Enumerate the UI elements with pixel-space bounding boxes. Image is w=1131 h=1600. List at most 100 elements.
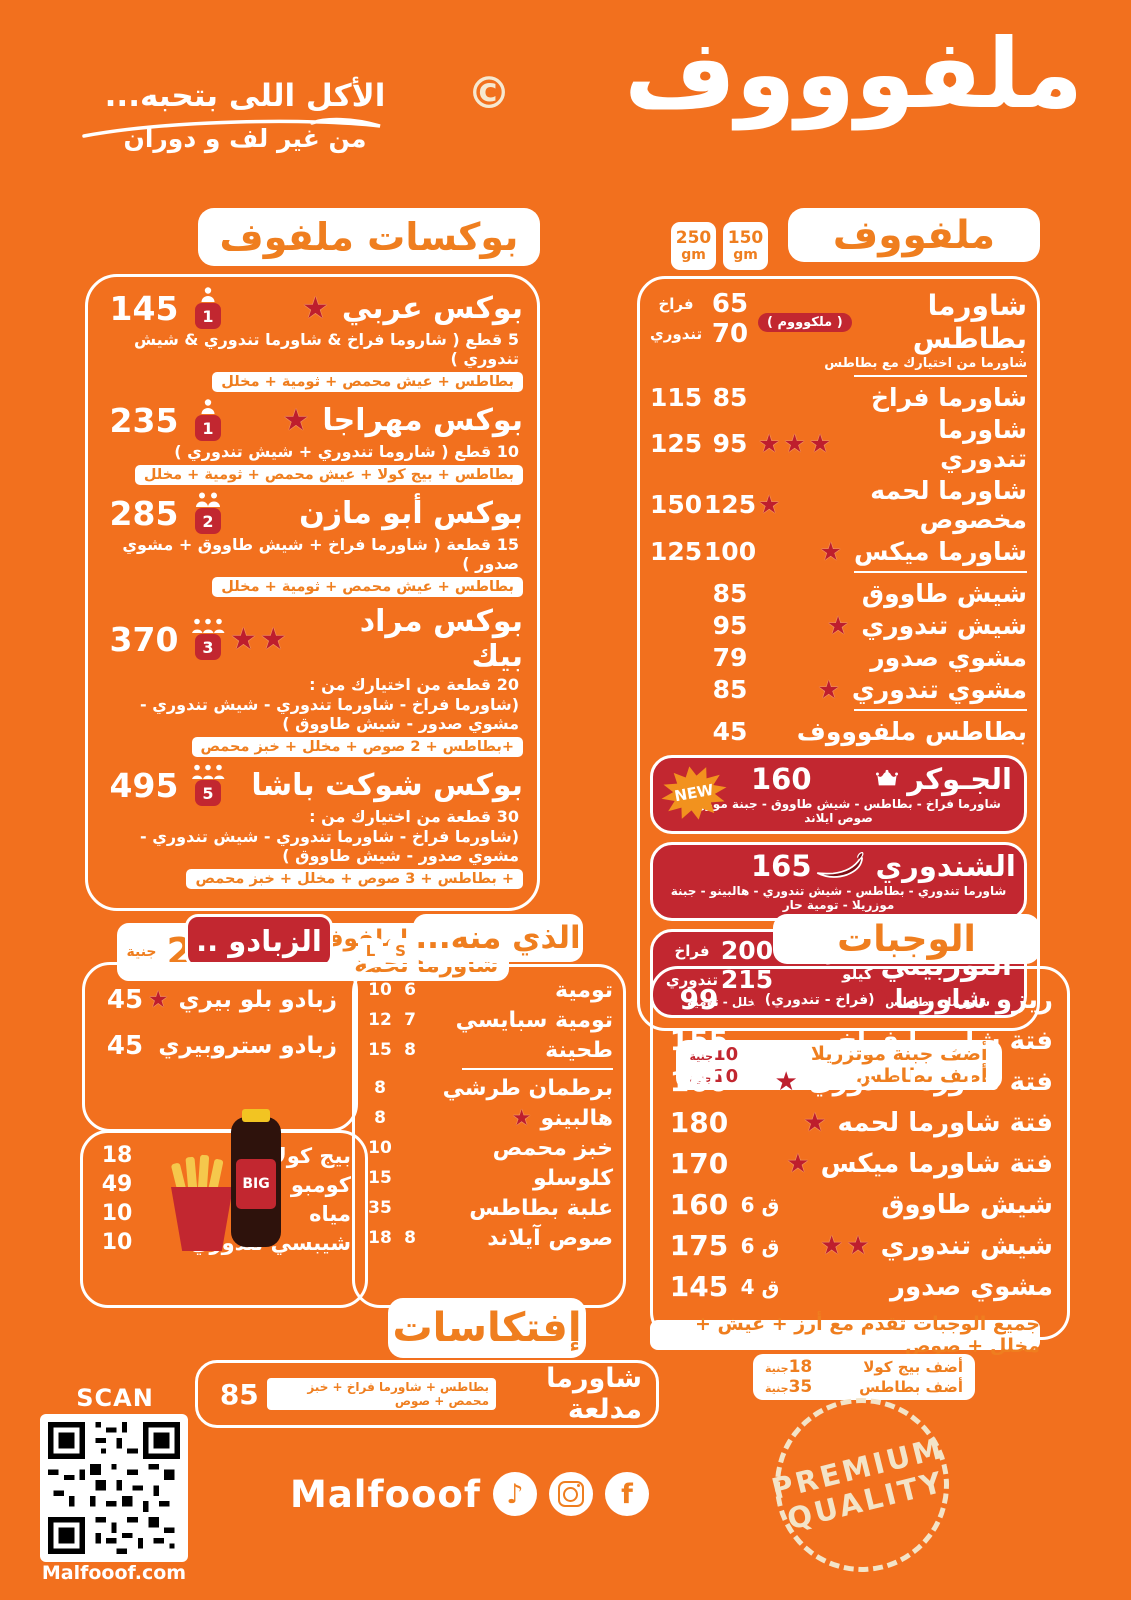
price-large: 18 [368,1228,392,1248]
price: 235 [109,400,179,440]
item-name: الجـوكر [907,762,1012,796]
item-name: زبادو بلو بيري [178,987,337,1013]
item-name: بوكس مهراجا [322,402,523,438]
malkoom-pill: ( ملكوووم ) [758,312,852,332]
item-name: بوكس شوكت باشا [251,767,523,803]
addon-note: أضف بيج كولا 18جنية [765,1357,963,1377]
sides-size-tabs: L S [358,938,413,963]
sides-title: الذي منه... [413,914,583,962]
serves-badge: 5 [186,764,230,806]
price-small: 6 [404,980,416,1000]
menu-item-row: 180 فتة شاورما لحمه ★ [665,1102,1055,1143]
facebook-icon[interactable]: f [604,1472,649,1516]
price-150: 45 [712,716,748,746]
person-icon [201,399,215,414]
star-rating: ★★ [820,1230,873,1261]
variant-label: فراخ [658,295,694,313]
menu-item-row: 49 كومبو [93,1170,355,1199]
star-rating: ★ [819,536,845,566]
premium-quality-stamp: PREMIUM QUALITY [756,1379,968,1591]
boxes-list: 145 1 بوكس عربي ★ 5 قطع ( شاروما فراخ & ش… [85,274,540,911]
item-includes: +بطاطس + 2 صوص + مخلل + خبز محمص [191,737,523,757]
box-item-arabi: 145 1 بوكس عربي ★ 5 قطع ( شاروما فراخ & ش… [102,287,523,392]
price-150: 85 [712,382,748,412]
star-rating: ★★ [230,621,290,657]
item-description: 20 قطعة من اختيارك من : [309,675,519,694]
menu-item-row: 160 فتة شاورما تندوري ★ [665,1061,1055,1102]
menu-item-shawarma-batates: فراخ 65 تندوري 70 شاورما بطاطس ( ملكوووم… [650,287,1027,371]
big-cola-combo-image: BIG [169,1107,291,1267]
item-subtitle: شاورما تندوري - بطاطس - شيش تندوري - هال… [670,884,1007,912]
menu-item-row: 95 شيش تندوري ★ [650,609,1027,641]
item-includes: + بطاطس + 3 صوص + مخلل + خبز محمص [186,869,523,889]
price-small: 8 [404,1228,416,1248]
price: 180 [669,1106,729,1139]
copyright-icon: © [467,68,511,119]
menu-item-row: 15 8 طحينة [363,1035,615,1065]
item-name: صوص آيلاند [487,1225,613,1251]
item-name: فتة شاورما تندوري [808,1066,1053,1097]
item-name: كومبو [290,1172,351,1197]
addon-note: أضف بطاطس 35جنية [765,1377,963,1397]
menu-item-row: 18 8 صوص آيلاند [363,1223,615,1253]
star-rating: ★ [826,610,853,640]
item-name: شاورما بطاطس [912,289,1027,355]
menu-item-row: 18 بيج كولا [93,1141,355,1170]
item-name: شيش طاووق [881,1189,1053,1220]
menu-item-row: 10 6 تومية [363,975,615,1005]
meals-title: الوجبات [773,914,1040,964]
price: 10 [101,1230,133,1255]
menu-item-row: 85 مشوي تندوري ★ [650,673,1027,705]
price: 10 [101,1201,133,1226]
menu-item-row: 15 كلوسلو [363,1163,615,1193]
persons-icon [192,618,225,633]
price: 99 [679,983,719,1016]
meals-note: جميع الوجبات تقدم مع أرز + عيش + مخلل + … [650,1313,1040,1357]
menu-item-row: 8 هالبينو ★ [363,1103,615,1133]
tagline-line2: من غير لف و دوران [123,124,367,153]
bottle-label: BIG [236,1159,276,1209]
item-name: بطاطس ملفوووف [796,716,1027,746]
price-150: 95 [712,610,748,640]
item-name: زبادو ستروبيري [158,1033,337,1059]
brand-logo: ملفوووف [624,18,1083,130]
instagram-icon[interactable] [548,1472,593,1516]
tiktok-icon[interactable]: ♪ [492,1472,537,1516]
section-drinks: BIG 18 بيج كولا 49 كومبو 10 مياه 10 شيبس… [80,1109,368,1308]
addon-price: 18 [788,1357,813,1377]
addon-note: أضف جبنة موتزريلا 10جنية [689,1043,988,1065]
price: 70 [711,319,749,349]
item-name: علبة بطاطس [469,1195,613,1221]
skewer-count: 6 ق [740,1192,780,1217]
item-name: خبز محمص [492,1135,613,1161]
star-rating: ★ [301,290,332,326]
price: 495 [109,765,179,805]
price-150: 125 [703,490,757,519]
item-description: (شاورما فراخ - شاورما تندوري - شيش تندور… [140,695,519,733]
boxes-title: بوكسات ملفوف [198,208,540,266]
divider [853,571,1027,573]
qr-code[interactable] [40,1414,188,1562]
price-150: 85 [712,578,748,608]
swoosh-icon [70,114,420,138]
price: 200 [720,936,774,965]
tagline: الأكل اللى بتحبه... من غير لف و دوران [70,78,420,153]
box-item-shawkat-basha: 495 5 بوكس شوكت باشا 30 قطعة من اختيارك … [102,764,523,889]
persons-icon [196,492,220,507]
website-url[interactable]: Malfooof.com [41,1562,187,1584]
price: 145 [669,1270,729,1303]
addon-price: 10 [713,1065,739,1087]
menu-item-row: 175 6 ق شيش تندوري ★★ [665,1225,1055,1266]
price: 170 [669,1147,729,1180]
star-rating: ★ [511,1105,535,1131]
star-rating: ★ [803,1107,830,1138]
price-150: 95 [712,429,748,458]
menu-item-row: 12 7 تومية سبايسي [363,1005,615,1035]
item-name: شاورما لحمه مخصوص [870,475,1027,534]
serves-badge: 3 [186,618,230,660]
divider [853,375,1027,377]
menu-item-row: 170 فتة شاورما ميكس ★ [665,1143,1055,1184]
size-tab-large: L [358,938,383,963]
variant-pill: (فراخ - تندوري) [752,988,887,1011]
